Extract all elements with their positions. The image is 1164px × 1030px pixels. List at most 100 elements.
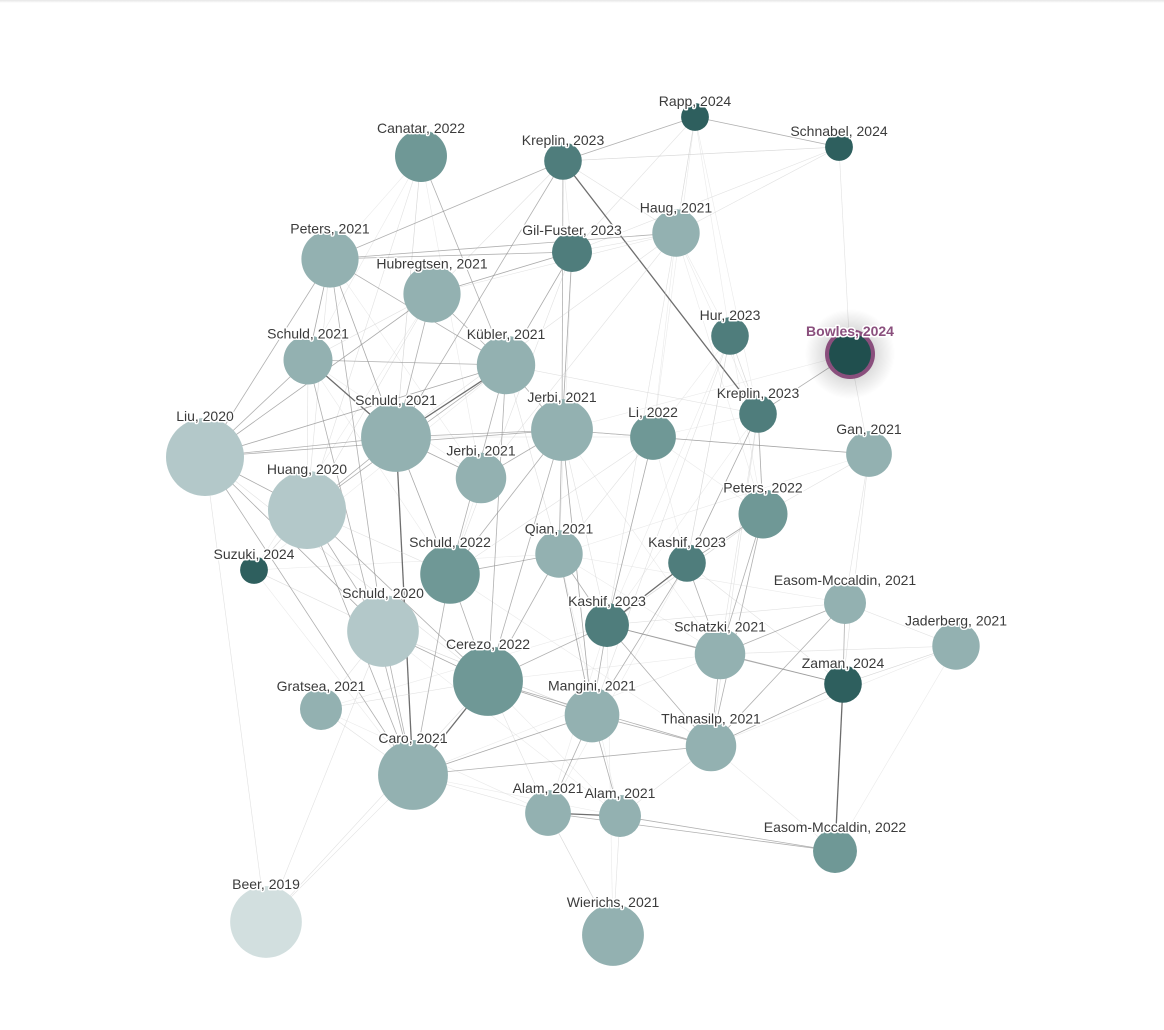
node-circle[interactable]	[531, 399, 593, 461]
node-kreplin2023b[interactable]	[739, 395, 777, 433]
node-gratsea2021[interactable]	[299, 687, 343, 731]
node-circle[interactable]	[846, 431, 892, 477]
node-schnabel2024[interactable]	[825, 133, 853, 161]
node-circle[interactable]	[738, 489, 788, 539]
node-easom2021[interactable]	[823, 581, 867, 625]
faint-edge	[558, 453, 870, 555]
node-qian2021[interactable]	[535, 530, 583, 578]
node-circle[interactable]	[813, 829, 857, 873]
node-circle[interactable]	[420, 544, 480, 604]
citation-edge	[719, 645, 957, 655]
node-circle[interactable]	[825, 133, 853, 161]
node-layer[interactable]	[166, 103, 980, 966]
node-circle[interactable]	[824, 665, 862, 703]
node-jaderberg2021[interactable]	[932, 622, 980, 670]
node-circle[interactable]	[694, 628, 746, 680]
node-thanasilp2021[interactable]	[685, 720, 737, 772]
citation-edge	[204, 258, 331, 458]
node-schuld2020[interactable]	[347, 595, 419, 667]
node-kubler2021[interactable]	[476, 335, 536, 395]
citation-edge	[329, 251, 573, 260]
node-circle[interactable]	[347, 595, 419, 667]
node-mangini2021[interactable]	[564, 687, 620, 743]
node-circle[interactable]	[525, 790, 571, 836]
faint-edge	[710, 745, 836, 852]
node-circle[interactable]	[301, 230, 359, 288]
node-gilfuster2023[interactable]	[552, 232, 592, 272]
node-schatzki2021[interactable]	[694, 628, 746, 680]
node-jerbi2021b[interactable]	[455, 452, 507, 504]
node-circle[interactable]	[299, 687, 343, 731]
node-hur2023[interactable]	[711, 317, 749, 355]
faint-edge	[382, 630, 621, 817]
node-beer2019[interactable]	[230, 886, 302, 958]
node-circle[interactable]	[598, 794, 642, 838]
node-caro2021[interactable]	[378, 740, 448, 810]
node-circle[interactable]	[395, 130, 447, 182]
citation-edge	[710, 513, 764, 747]
node-jerbi2021a[interactable]	[531, 399, 593, 461]
node-cerezo2022[interactable]	[453, 646, 523, 716]
node-circle[interactable]	[476, 335, 536, 395]
node-peters2021[interactable]	[301, 230, 359, 288]
node-circle[interactable]	[453, 646, 523, 716]
citation-edge	[395, 160, 564, 438]
citation-edge	[431, 160, 564, 295]
node-circle[interactable]	[552, 232, 592, 272]
node-canatar2022[interactable]	[395, 130, 447, 182]
node-gan2021[interactable]	[846, 431, 892, 477]
node-label: Schnabel, 2024	[790, 123, 888, 139]
node-circle[interactable]	[828, 332, 872, 376]
node-circle[interactable]	[823, 581, 867, 625]
citation-edge	[558, 436, 654, 555]
node-circle[interactable]	[932, 622, 980, 670]
node-circle[interactable]	[652, 209, 700, 257]
node-circle[interactable]	[564, 687, 620, 743]
node-circle[interactable]	[630, 414, 676, 460]
node-circle[interactable]	[240, 556, 268, 584]
node-kashif2023b[interactable]	[585, 603, 629, 647]
node-rapp2024[interactable]	[681, 103, 709, 131]
node-circle[interactable]	[585, 603, 629, 647]
node-schuld2021b[interactable]	[361, 402, 431, 472]
node-bowles2024[interactable]	[804, 308, 896, 400]
node-circle[interactable]	[455, 452, 507, 504]
node-circle[interactable]	[582, 904, 644, 966]
node-circle[interactable]	[361, 402, 431, 472]
node-circle[interactable]	[403, 265, 461, 323]
node-kreplin2023a[interactable]	[544, 142, 582, 180]
faint-edge	[547, 562, 688, 814]
node-circle[interactable]	[685, 720, 737, 772]
node-circle[interactable]	[544, 142, 582, 180]
node-hubregtsen2021[interactable]	[403, 265, 461, 323]
node-liu2020[interactable]	[166, 418, 244, 496]
node-circle[interactable]	[711, 317, 749, 355]
node-suzuki2024[interactable]	[240, 556, 268, 584]
node-circle[interactable]	[166, 418, 244, 496]
node-circle[interactable]	[283, 335, 333, 385]
node-label: Schuld, 2021	[355, 392, 437, 408]
node-easom2022[interactable]	[813, 829, 857, 873]
node-circle[interactable]	[230, 886, 302, 958]
node-alam2021a[interactable]	[525, 790, 571, 836]
node-schuld2022[interactable]	[420, 544, 480, 604]
node-li2022[interactable]	[630, 414, 676, 460]
node-label: Thanasilp, 2021	[661, 711, 761, 727]
node-schuld2021a[interactable]	[283, 335, 333, 385]
node-circle[interactable]	[681, 103, 709, 131]
node-circle[interactable]	[378, 740, 448, 810]
node-peters2022[interactable]	[738, 489, 788, 539]
node-circle[interactable]	[668, 544, 706, 582]
node-circle[interactable]	[739, 395, 777, 433]
node-wierichs2021[interactable]	[582, 904, 644, 966]
node-alam2021b[interactable]	[598, 794, 642, 838]
node-label: Wierichs, 2021	[567, 894, 660, 910]
node-haug2021[interactable]	[652, 209, 700, 257]
node-label: Jerbi, 2021	[527, 389, 596, 405]
node-zaman2024[interactable]	[824, 665, 862, 703]
node-circle[interactable]	[268, 471, 346, 549]
node-circle[interactable]	[535, 530, 583, 578]
node-kashif2023a[interactable]	[668, 544, 706, 582]
node-huang2020[interactable]	[268, 471, 346, 549]
